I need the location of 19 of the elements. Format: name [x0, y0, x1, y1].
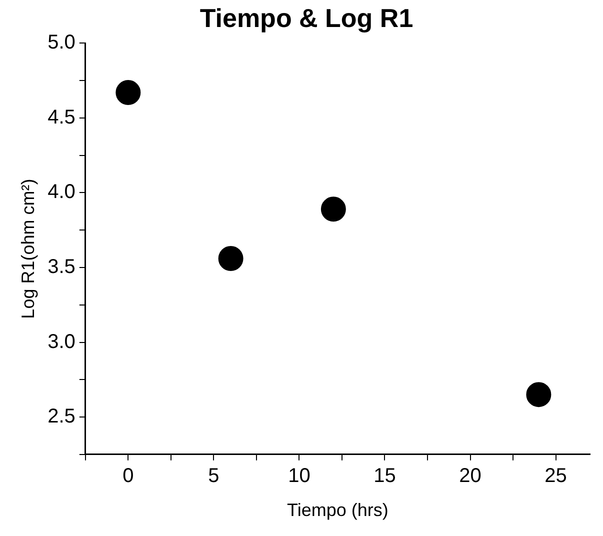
x-tick-label: 15: [374, 464, 396, 487]
y-axis-title: Log R1(ohm cm²): [18, 178, 38, 319]
x-axis-title: Tiempo (hrs): [287, 500, 388, 520]
x-tick-label: 10: [288, 464, 310, 487]
y-tick-label: 5.0: [48, 32, 76, 54]
y-tick-label: 2.5: [48, 406, 76, 428]
y-tick-label: 3.5: [48, 256, 76, 278]
y-tick-label: 4.0: [48, 181, 76, 204]
x-tick-label: 25: [544, 464, 567, 487]
point: [116, 80, 141, 106]
chart-title: Tiempo & Log R1: [200, 2, 414, 33]
x-tick-label: 5: [208, 464, 220, 487]
y-tick-label: 4.5: [48, 106, 76, 128]
x-tick-label: 0: [122, 464, 134, 487]
x-tick-label: 20: [459, 464, 482, 487]
point: [218, 246, 244, 272]
point: [526, 382, 552, 408]
y-tick-label: 3.0: [48, 330, 76, 353]
point: [320, 196, 346, 222]
